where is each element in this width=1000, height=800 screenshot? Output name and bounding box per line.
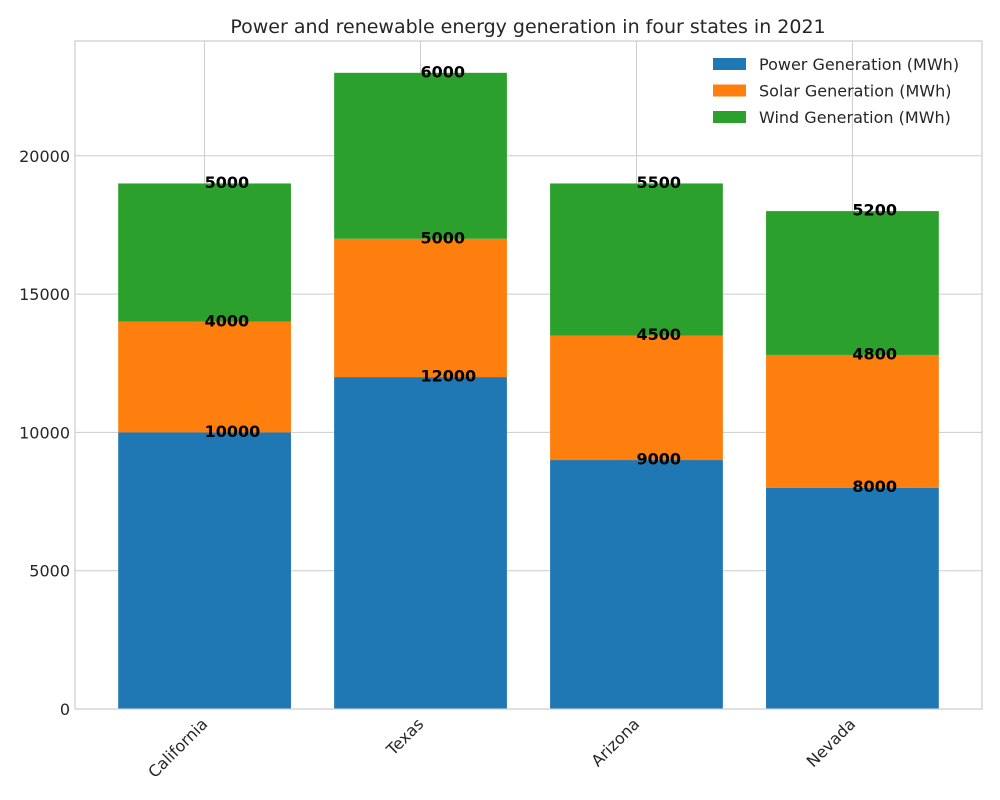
bar-value-label: 5500: [636, 173, 681, 192]
chart-title: Power and renewable energy generation in…: [230, 16, 825, 38]
y-tick-label: 20000: [19, 147, 70, 166]
bars: [118, 72, 939, 709]
bar-value-label: 4000: [205, 311, 250, 330]
legend-label: Wind Generation (MWh): [759, 108, 951, 127]
legend-swatch: [713, 58, 746, 70]
bar-segment: [334, 377, 507, 709]
bar-segment: [550, 183, 723, 336]
value-labels: 10000 4000 5000 12000 5000 6000 9000 4500 5500 80…: [205, 62, 897, 496]
bar-segment: [550, 460, 723, 709]
bar-value-label: 4500: [636, 325, 681, 344]
y-tick-label: 0: [60, 700, 70, 719]
y-tick-label: 10000: [19, 423, 70, 442]
legend: Power Generation (MWh) Solar Generation (…: [713, 55, 959, 127]
y-tick-label: 5000: [29, 562, 70, 581]
bar-segment: [766, 354, 939, 488]
legend-swatch: [713, 111, 746, 123]
x-tick-label: Arizona: [587, 714, 643, 770]
bar-value-label: 4800: [852, 344, 897, 363]
bar-segment: [118, 183, 291, 322]
bar-value-label: 10000: [205, 422, 261, 441]
legend-label: Solar Generation (MWh): [759, 82, 951, 101]
bar-segment: [118, 321, 291, 433]
bar-value-label: 5000: [205, 173, 250, 192]
bar-value-label: 5200: [852, 201, 897, 220]
bar-segment: [766, 487, 939, 709]
x-tick-label: California: [144, 714, 211, 781]
x-tick-label: Nevada: [803, 714, 860, 771]
legend-label: Power Generation (MWh): [759, 55, 959, 74]
bar-value-label: 9000: [636, 450, 681, 469]
plot-frame: [74, 40, 983, 710]
bar-segment: [334, 238, 507, 378]
bar-value-label: 5000: [421, 228, 466, 247]
bar-segment: [118, 432, 291, 709]
bar-value-label: 6000: [421, 62, 466, 81]
bar-value-label: 12000: [421, 367, 477, 386]
bar-segment: [334, 72, 507, 239]
bar-segment: [550, 335, 723, 461]
y-tick-label: 15000: [19, 285, 70, 304]
legend-swatch: [713, 84, 746, 97]
bar-segment: [766, 211, 939, 355]
bar-value-label: 8000: [852, 477, 897, 496]
x-tick-label: Texas: [382, 714, 427, 759]
